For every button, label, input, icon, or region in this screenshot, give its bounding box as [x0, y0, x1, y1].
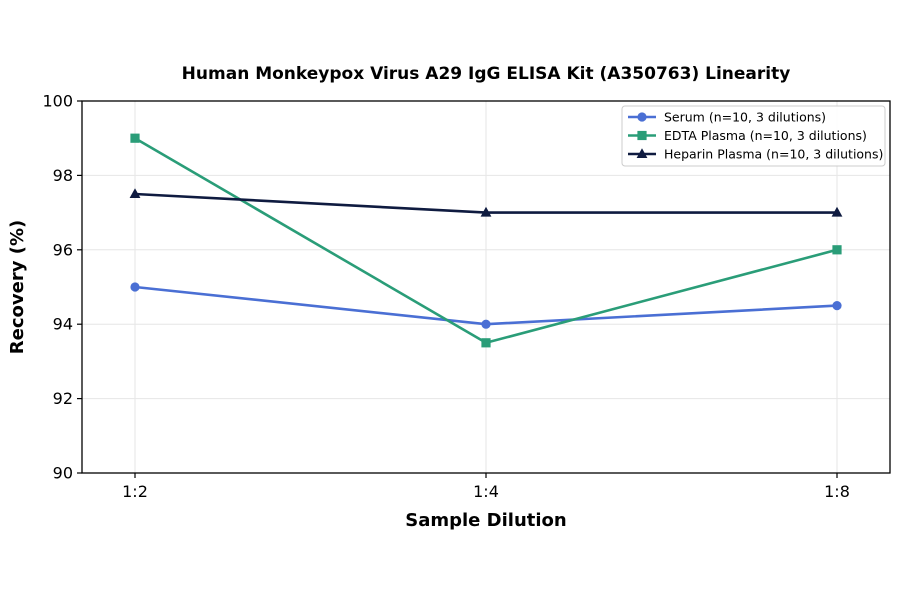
- legend-marker: [637, 112, 647, 122]
- legend-label: Heparin Plasma (n=10, 3 dilutions): [664, 147, 883, 162]
- data-point: [130, 282, 140, 292]
- x-tick-label: 1:2: [122, 482, 148, 501]
- data-point: [481, 338, 491, 348]
- data-point: [129, 188, 141, 198]
- data-point: [480, 206, 492, 217]
- series-2: [130, 133, 842, 348]
- series-layer: [129, 133, 843, 348]
- legend: Serum (n=10, 3 dilutions) EDTA Plasma (n=…: [621, 105, 886, 167]
- series-1: [130, 282, 842, 329]
- y-tick-label: 94: [53, 315, 73, 334]
- legend-label: EDTA Plasma (n=10, 3 dilutions): [664, 128, 867, 143]
- data-point: [130, 133, 140, 143]
- data-point: [832, 245, 842, 255]
- legend-item: Heparin Plasma (n=10, 3 dilutions): [628, 147, 883, 162]
- y-axis-ticks: 90 92 94 96 98 100: [42, 92, 82, 483]
- data-point: [832, 301, 842, 311]
- y-tick-label: 96: [53, 240, 73, 259]
- series-3: [129, 188, 843, 217]
- y-tick-label: 98: [53, 166, 73, 185]
- legend-marker: [637, 130, 647, 141]
- legend-item: EDTA Plasma (n=10, 3 dilutions): [628, 128, 867, 143]
- y-tick-label: 90: [53, 464, 73, 483]
- x-tick-label: 1:4: [473, 482, 499, 501]
- x-axis-label: Sample Dilution: [405, 510, 566, 531]
- data-point: [481, 319, 491, 329]
- legend-item: Serum (n=10, 3 dilutions): [628, 110, 826, 125]
- chart-title: Human Monkeypox Virus A29 IgG ELISA Kit …: [182, 64, 791, 84]
- y-tick-label: 100: [42, 92, 73, 111]
- legend-marker: [636, 148, 648, 158]
- data-point: [831, 206, 843, 217]
- y-tick-label: 92: [53, 389, 73, 408]
- y-axis-label: Recovery (%): [7, 220, 28, 354]
- legend-box: [621, 105, 886, 167]
- x-axis-ticks: 1:2 1:4 1:8: [122, 473, 850, 501]
- legend-label: Serum (n=10, 3 dilutions): [664, 110, 826, 125]
- x-tick-label: 1:8: [824, 482, 850, 501]
